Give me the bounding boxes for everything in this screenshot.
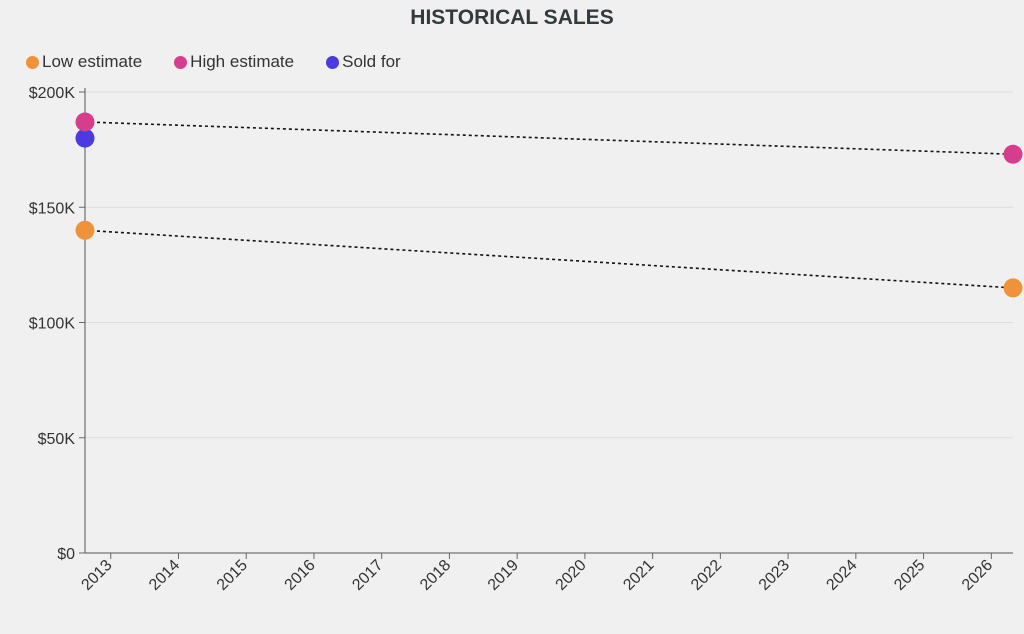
y-tick-label-0: $0 [57, 546, 75, 563]
x-tick-label-2021: 2021 [620, 557, 657, 594]
point-high-estimate-1 [1003, 144, 1023, 164]
point-low-estimate-0 [75, 220, 95, 240]
y-tick-label-50000: $50K [38, 431, 76, 448]
legend-swatch-sold-for [326, 55, 340, 69]
x-tick-label-2026: 2026 [959, 557, 996, 594]
series-line-low-estimate [84, 229, 1014, 289]
x-tick-label-2025: 2025 [891, 557, 928, 594]
x-tick-label-2022: 2022 [688, 557, 725, 594]
chart-legend: Low estimate High estimate Sold for [26, 51, 433, 73]
y-tick-label-200000: $200K [29, 85, 76, 102]
legend-item-low-estimate[interactable]: Low estimate [26, 52, 142, 72]
x-tick-label-2024: 2024 [823, 557, 860, 594]
x-tick-label-2019: 2019 [485, 557, 522, 594]
legend-swatch-high-estimate [174, 55, 188, 69]
x-tick-label-2017: 2017 [349, 557, 386, 594]
y-tick-label-100000: $100K [29, 316, 76, 333]
legend-label-sold-for: Sold for [342, 52, 401, 71]
point-sold-for-0 [75, 128, 95, 148]
x-tick-label-2023: 2023 [756, 557, 793, 594]
legend-label-high-estimate: High estimate [190, 52, 295, 71]
y-tick-label-150000: $150K [29, 200, 76, 217]
x-tick-label-2015: 2015 [214, 557, 251, 594]
x-tick-label-2020: 2020 [553, 557, 590, 594]
point-low-estimate-1 [1003, 278, 1023, 298]
legend-label-low-estimate: Low estimate [42, 52, 143, 71]
point-high-estimate-0 [75, 112, 95, 132]
x-tick-label-2016: 2016 [282, 557, 319, 594]
legend-item-high-estimate[interactable]: High estimate [174, 52, 294, 72]
x-tick-label-2014: 2014 [146, 557, 183, 594]
series-line-high-estimate [84, 121, 1014, 156]
x-tick-label-2018: 2018 [417, 557, 454, 594]
legend-item-sold-for[interactable]: Sold for [326, 52, 401, 72]
legend-swatch-low-estimate [26, 55, 39, 69]
chart-title: HISTORICAL SALES [410, 6, 614, 29]
x-tick-label-2013: 2013 [78, 557, 115, 594]
